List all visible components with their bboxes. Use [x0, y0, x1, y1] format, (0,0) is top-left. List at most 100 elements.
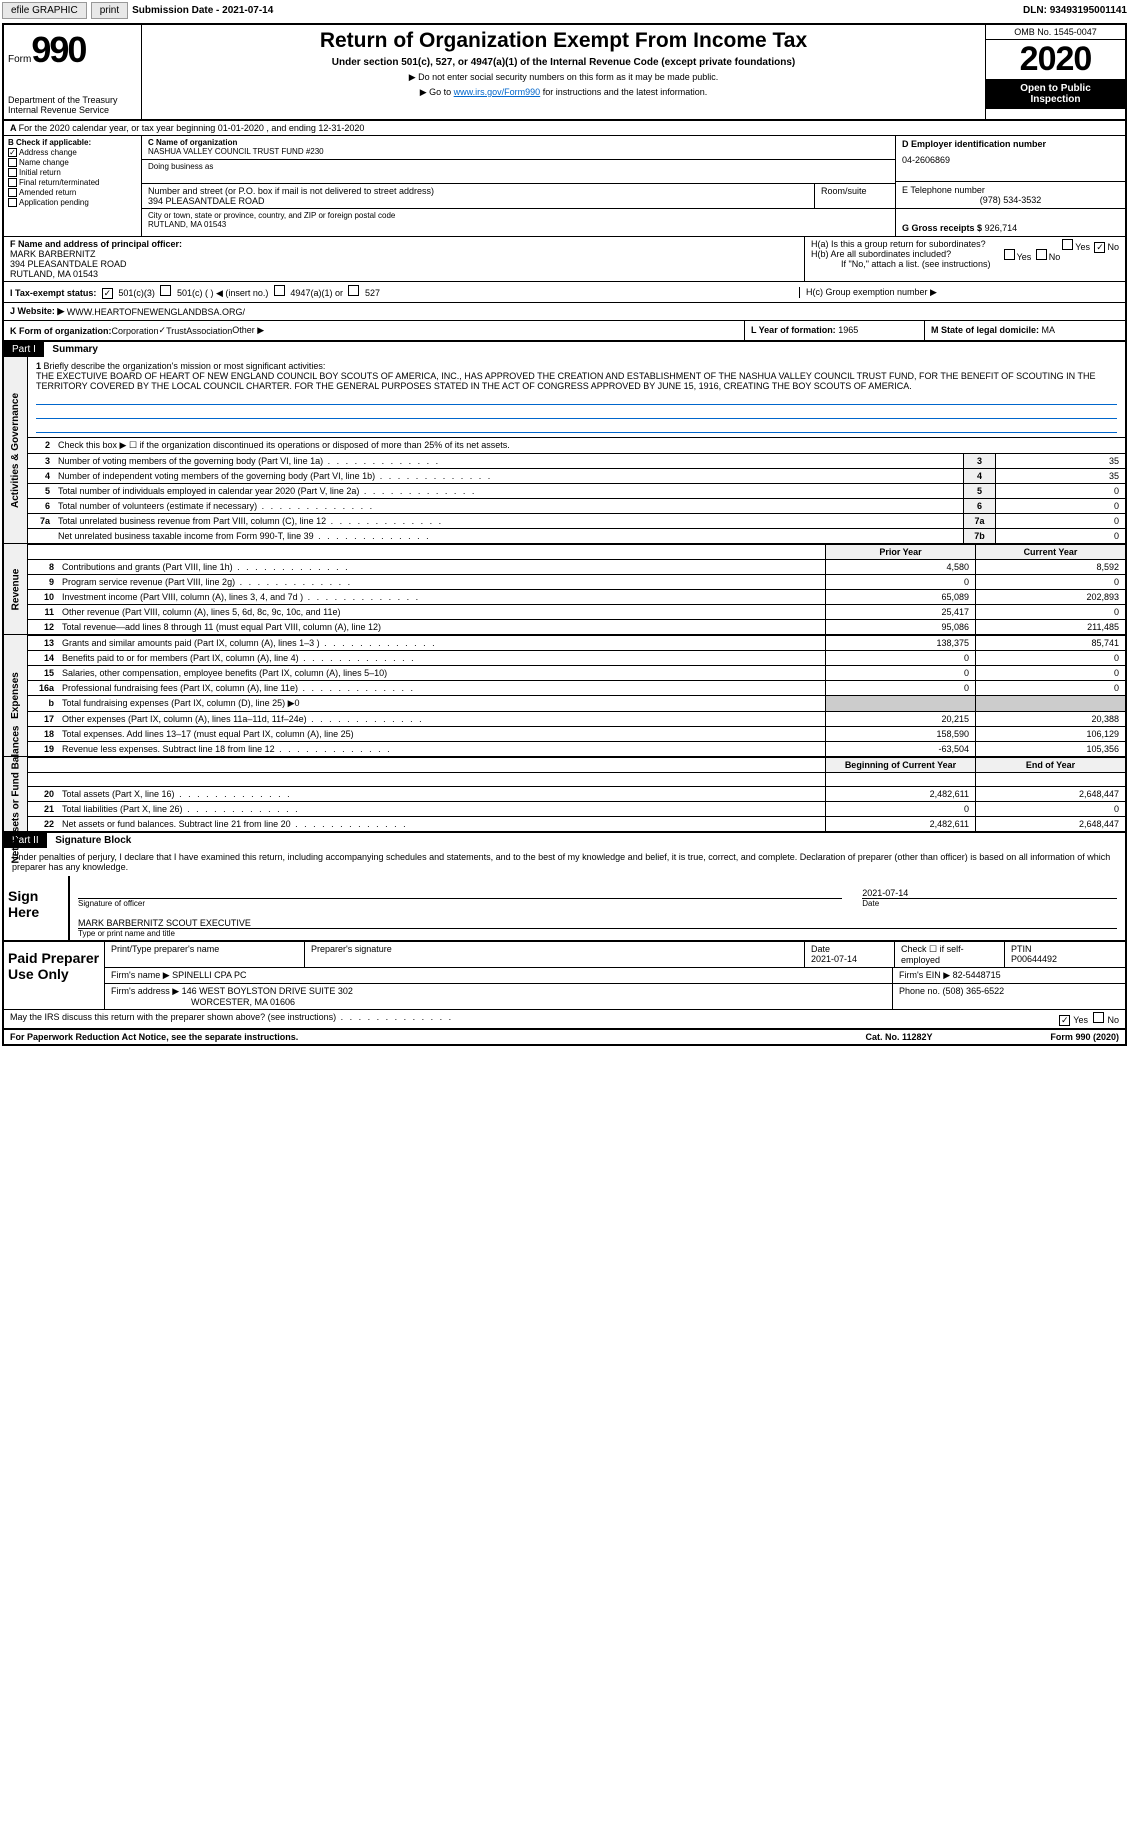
checkbox-addr-change[interactable]: ✓ [8, 148, 17, 157]
row-a-period: A For the 2020 calendar year, or tax yea… [4, 121, 1125, 136]
line1-label: Briefly describe the organization's miss… [44, 361, 326, 371]
checkbox-discuss-yes[interactable]: ✓ [1059, 1015, 1070, 1026]
line10: Investment income (Part VIII, column (A)… [60, 590, 825, 604]
line5: Total number of individuals employed in … [56, 484, 963, 498]
note-ssn: ▶ Do not enter social security numbers o… [146, 72, 981, 83]
officer-name-title: MARK BARBERNITZ SCOUT EXECUTIVE [78, 918, 1117, 928]
line3: Number of voting members of the governin… [56, 454, 963, 468]
checkbox-discuss-no[interactable] [1093, 1012, 1104, 1023]
sig-date: 2021-07-14 [862, 888, 1117, 898]
line2: Check this box ▶ ☐ if the organization d… [56, 438, 1125, 453]
checkbox-527[interactable] [348, 285, 359, 296]
checkbox-501c3[interactable]: ✓ [102, 288, 113, 299]
line6: Total number of volunteers (estimate if … [56, 499, 963, 513]
boy-header: Beginning of Current Year [825, 758, 975, 772]
line20: Total assets (Part X, line 16) [60, 787, 825, 801]
prior-year-header: Prior Year [825, 545, 975, 559]
prep-sig-cell: Preparer's signature [305, 942, 805, 967]
checkbox-amended[interactable] [8, 188, 17, 197]
omb-number: OMB No. 1545-0047 [986, 25, 1125, 40]
city-cell: City or town, state or province, country… [142, 209, 895, 233]
note-link: ▶ Go to www.irs.gov/Form990 for instruct… [146, 87, 981, 98]
open-public-label: Open to Public Inspection [986, 79, 1125, 109]
header-bar: efile GRAPHIC print Submission Date - 20… [0, 0, 1129, 21]
dba-cell: Doing business as [142, 160, 895, 184]
name-title-label: Type or print name and title [78, 928, 1117, 938]
line13: Grants and similar amounts paid (Part IX… [60, 636, 825, 650]
line17: Other expenses (Part IX, column (A), lin… [60, 712, 825, 726]
checkbox-name-change[interactable] [8, 158, 17, 167]
officer-cell: F Name and address of principal officer:… [4, 237, 805, 281]
year-formation: L Year of formation: 1965 [745, 321, 925, 340]
prep-name-cell: Print/Type preparer's name [105, 942, 305, 967]
checkbox-hb-yes[interactable] [1004, 249, 1015, 260]
subtitle: Under section 501(c), 527, or 4947(a)(1)… [146, 57, 981, 68]
checkbox-ha-no[interactable]: ✓ [1094, 242, 1105, 253]
sig-date-label: Date [862, 898, 1117, 908]
dln: DLN: 93493195001141 [1023, 5, 1127, 16]
line8: Contributions and grants (Part VIII, lin… [60, 560, 825, 574]
line16b: Total fundraising expenses (Part IX, col… [60, 696, 825, 711]
phone-cell: E Telephone number (978) 534-3532 [896, 182, 1125, 209]
hc-row: H(c) Group exemption number ▶ [799, 287, 1119, 298]
form-number: Form 990 [8, 29, 137, 71]
line7b: Net unrelated business taxable income fr… [56, 529, 963, 543]
vert-netassets: Net Assets or Fund Balances [4, 757, 28, 831]
checkbox-initial[interactable] [8, 168, 17, 177]
checkbox-ha-yes[interactable] [1062, 239, 1073, 250]
line22: Net assets or fund balances. Subtract li… [60, 817, 825, 831]
ein-cell: D Employer identification number 04-2606… [896, 136, 1125, 182]
org-name-cell: C Name of organization NASHUA VALLEY COU… [142, 136, 895, 160]
checkbox-trust[interactable]: ✓ [159, 325, 167, 336]
line7a: Total unrelated business revenue from Pa… [56, 514, 963, 528]
checkbox-4947[interactable] [274, 285, 285, 296]
line11: Other revenue (Part VIII, column (A), li… [60, 605, 825, 619]
efile-button[interactable]: efile GRAPHIC [2, 2, 87, 19]
vert-governance: Activities & Governance [4, 357, 28, 543]
line19: Revenue less expenses. Subtract line 18 … [60, 742, 825, 756]
line14: Benefits paid to or for members (Part IX… [60, 651, 825, 665]
firm-ein-cell: Firm's EIN ▶ 82-5448715 [893, 968, 1125, 983]
footer: For Paperwork Reduction Act Notice, see … [4, 1028, 1125, 1044]
top-section: Form 990 Department of the Treasury Inte… [4, 25, 1125, 121]
line21: Total liabilities (Part X, line 26) [60, 802, 825, 816]
street-cell: Number and street (or P.O. box if mail i… [142, 184, 815, 208]
form-org-row: K Form of organization: Corporation ✓ Tr… [4, 321, 745, 340]
irs-discuss-row: May the IRS discuss this return with the… [4, 1009, 1125, 1028]
part1-title: Summary [46, 342, 104, 357]
line16a: Professional fundraising fees (Part IX, … [60, 681, 825, 695]
firm-phone-cell: Phone no. (508) 365-6522 [893, 984, 1125, 1009]
perjury-text: Under penalties of perjury, I declare th… [4, 848, 1125, 876]
print-button[interactable]: print [91, 2, 128, 19]
vert-revenue: Revenue [4, 544, 28, 634]
paid-preparer-label: Paid Preparer Use Only [4, 942, 104, 1009]
tax-year: 2020 [986, 40, 1125, 79]
irs-link[interactable]: www.irs.gov/Form990 [454, 87, 541, 97]
line18: Total expenses. Add lines 13–17 (must eq… [60, 727, 825, 741]
checkbox-final[interactable] [8, 178, 17, 187]
self-employed-cell: Check ☐ if self-employed [895, 942, 1005, 967]
ptin-cell: PTINP00644492 [1005, 942, 1125, 967]
sign-here-label: Sign Here [4, 876, 68, 940]
line4: Number of independent voting members of … [56, 469, 963, 483]
main-title: Return of Organization Exempt From Incom… [146, 29, 981, 53]
sig-officer-label: Signature of officer [78, 898, 842, 908]
mission-text: THE EXECTUIVE BOARD OF HEART OF NEW ENGL… [36, 371, 1117, 391]
line12: Total revenue—add lines 8 through 11 (mu… [60, 620, 825, 634]
firm-name-cell: Firm's name ▶ SPINELLI CPA PC [105, 968, 893, 983]
current-year-header: Current Year [975, 545, 1125, 559]
line9: Program service revenue (Part VIII, line… [60, 575, 825, 589]
website-row: J Website: ▶ WWW.HEARTOFNEWENGLANDBSA.OR… [4, 303, 1125, 321]
dept-label: Department of the Treasury Internal Reve… [8, 95, 137, 115]
eoy-header: End of Year [975, 758, 1125, 772]
tax-exempt-row: I Tax-exempt status: ✓ 501(c)(3) 501(c) … [10, 285, 799, 299]
section-b-checkboxes: B Check if applicable: ✓Address change N… [4, 136, 142, 236]
group-return-cell: H(a) Is this a group return for subordin… [805, 237, 1125, 281]
checkbox-hb-no[interactable] [1036, 249, 1047, 260]
prep-date-cell: Date2021-07-14 [805, 942, 895, 967]
checkbox-501c[interactable] [160, 285, 171, 296]
room-cell: Room/suite [815, 184, 895, 208]
checkbox-app-pending[interactable] [8, 198, 17, 207]
part1-header: Part I [4, 342, 44, 357]
line15: Salaries, other compensation, employee b… [60, 666, 825, 680]
